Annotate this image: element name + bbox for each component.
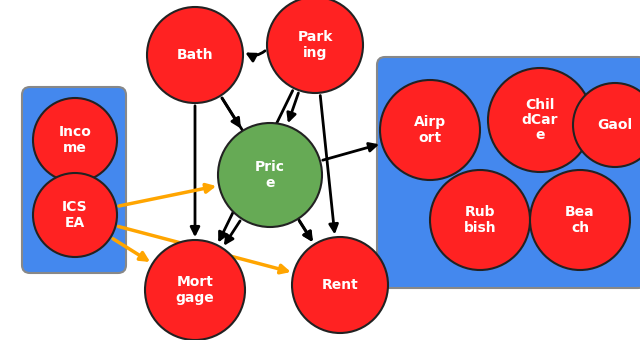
Text: Airp
ort: Airp ort — [414, 116, 446, 144]
Text: Mort
gage: Mort gage — [175, 275, 214, 305]
Text: Inco
me: Inco me — [59, 125, 92, 155]
Circle shape — [380, 80, 480, 180]
Circle shape — [33, 173, 117, 257]
Text: Gaol: Gaol — [597, 118, 632, 132]
Text: Bath: Bath — [177, 48, 213, 62]
Circle shape — [33, 98, 117, 182]
Circle shape — [218, 123, 322, 227]
Circle shape — [430, 170, 530, 270]
Text: Bea
ch: Bea ch — [565, 205, 595, 235]
Circle shape — [530, 170, 630, 270]
Circle shape — [147, 7, 243, 103]
Circle shape — [488, 68, 592, 172]
Text: Park
ing: Park ing — [298, 31, 333, 60]
Text: Rent: Rent — [322, 278, 358, 292]
Text: Chil
dCar
e: Chil dCar e — [522, 98, 558, 142]
FancyBboxPatch shape — [22, 87, 126, 273]
Circle shape — [145, 240, 245, 340]
Text: Pric
e: Pric e — [255, 160, 285, 190]
Text: ICS
EA: ICS EA — [62, 201, 88, 230]
Text: Rub
bish: Rub bish — [464, 205, 496, 235]
FancyBboxPatch shape — [377, 57, 640, 288]
Circle shape — [267, 0, 363, 93]
Circle shape — [292, 237, 388, 333]
Circle shape — [573, 83, 640, 167]
